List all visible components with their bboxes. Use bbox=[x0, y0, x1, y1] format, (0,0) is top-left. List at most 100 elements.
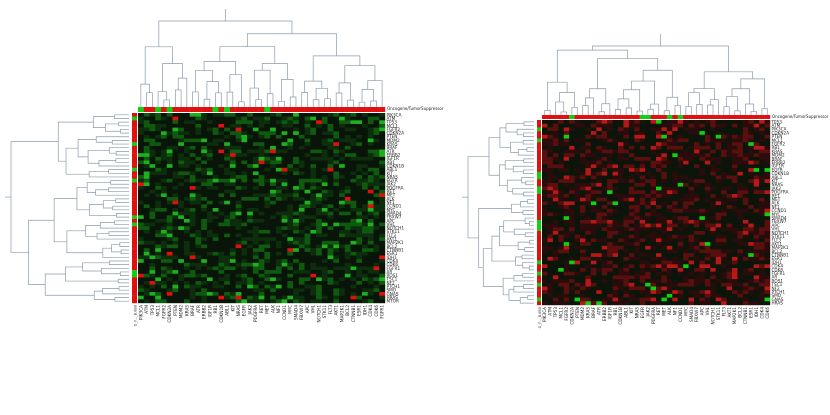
heatmap-cell bbox=[183, 266, 190, 271]
corner-label: O_F..._B.0B0 bbox=[538, 307, 542, 328]
heatmap-cell bbox=[764, 160, 771, 165]
heatmap-cell bbox=[339, 123, 345, 128]
heatmap-cell bbox=[726, 249, 733, 254]
heatmap-cell bbox=[350, 237, 357, 242]
heatmap-cell bbox=[258, 113, 265, 117]
heatmap-cell bbox=[258, 288, 265, 293]
heatmap-cell bbox=[264, 211, 271, 216]
heatmap-cell bbox=[275, 145, 282, 150]
heatmap-cell bbox=[645, 216, 651, 221]
heatmap-cell bbox=[666, 134, 673, 139]
heatmap-cell bbox=[195, 182, 202, 187]
heatmap-cell bbox=[753, 216, 760, 221]
heatmap-cell bbox=[590, 301, 597, 306]
heatmap-cell bbox=[628, 264, 635, 269]
heatmap-cell bbox=[563, 127, 570, 132]
heatmap-cell bbox=[656, 275, 662, 280]
dendrogram-branch bbox=[731, 88, 750, 105]
heatmap-cell bbox=[189, 197, 196, 201]
heatmap-cell bbox=[683, 186, 689, 191]
heatmap-cell bbox=[585, 182, 592, 187]
heatmap-cell bbox=[252, 142, 259, 147]
heatmap-cell bbox=[212, 156, 219, 161]
heatmap-cell bbox=[287, 167, 294, 172]
heatmap-cell bbox=[677, 120, 684, 124]
heatmap-cell bbox=[350, 145, 357, 150]
heatmap-cell bbox=[160, 204, 167, 209]
heatmap-cell bbox=[310, 222, 317, 227]
heatmap-cell bbox=[677, 271, 684, 276]
heatmap-cell bbox=[333, 182, 340, 187]
heatmap-cell bbox=[241, 134, 248, 139]
column-label: CDKN1B bbox=[618, 307, 623, 325]
heatmap-cell bbox=[310, 211, 317, 216]
heatmap-cell bbox=[206, 262, 213, 267]
heatmap-cell bbox=[732, 245, 738, 250]
heatmap-cell bbox=[149, 233, 156, 238]
heatmap-cell bbox=[172, 123, 179, 128]
heatmap-cell bbox=[558, 227, 564, 232]
heatmap-cell bbox=[683, 123, 689, 128]
heatmap-cell bbox=[607, 275, 613, 280]
heatmap-cell bbox=[612, 131, 619, 135]
heatmap-cell bbox=[574, 238, 581, 243]
heatmap-cell bbox=[666, 120, 673, 124]
column-label: AKT1 bbox=[334, 305, 339, 316]
heatmap-cell bbox=[281, 204, 288, 209]
heatmap-cell bbox=[661, 160, 668, 165]
heatmap-cell bbox=[321, 229, 328, 234]
heatmap-cell bbox=[612, 216, 619, 221]
heatmap-cell bbox=[247, 251, 254, 256]
heatmap-cell bbox=[748, 249, 754, 254]
heatmap-cell bbox=[379, 113, 386, 117]
heatmap-cell bbox=[155, 273, 162, 278]
heatmap-cell bbox=[138, 142, 144, 147]
dendrogram-branch bbox=[312, 55, 361, 82]
heatmap-cell bbox=[726, 282, 733, 287]
heatmap-cell bbox=[710, 175, 716, 180]
heatmap-cell bbox=[298, 277, 305, 282]
heatmap-cell bbox=[590, 138, 597, 143]
heatmap-cell bbox=[601, 231, 608, 235]
heatmap-cell bbox=[327, 237, 334, 242]
heatmap-cell bbox=[585, 249, 592, 254]
heatmap-cell bbox=[212, 259, 219, 263]
heatmap-cell bbox=[206, 273, 213, 278]
heatmap-cell bbox=[574, 123, 581, 128]
heatmap-cell bbox=[138, 160, 144, 165]
heatmap-cell bbox=[585, 256, 592, 261]
heatmap-cell bbox=[235, 218, 242, 223]
heatmap-cell bbox=[264, 127, 271, 132]
heatmap-cell bbox=[224, 248, 231, 253]
heatmap-cell bbox=[732, 134, 738, 139]
heatmap-cell bbox=[699, 164, 706, 169]
heatmap-cell bbox=[270, 204, 277, 209]
heatmap-cell bbox=[195, 288, 202, 293]
heatmap-cell bbox=[759, 279, 765, 283]
heatmap-cell bbox=[264, 270, 271, 274]
heatmap-cell bbox=[172, 182, 179, 187]
heatmap-cell bbox=[753, 194, 760, 198]
heatmap-cell bbox=[166, 233, 173, 238]
heatmap-cell bbox=[672, 282, 678, 287]
heatmap-cell bbox=[699, 186, 706, 191]
heatmap-cell bbox=[201, 193, 208, 198]
heatmap-cell bbox=[183, 156, 190, 161]
heatmap-cell bbox=[607, 268, 613, 272]
heatmap-cell bbox=[715, 160, 722, 165]
heatmap-cell bbox=[206, 145, 213, 150]
heatmap-cell bbox=[710, 201, 716, 206]
heatmap-cell bbox=[143, 255, 150, 260]
heatmap-cell bbox=[183, 123, 190, 128]
heatmap-cell bbox=[281, 123, 288, 128]
heatmap-cell bbox=[650, 205, 657, 209]
heatmap-cell bbox=[264, 186, 271, 190]
heatmap-cell bbox=[155, 295, 162, 300]
heatmap-cell bbox=[726, 160, 733, 165]
heatmap-cell bbox=[639, 249, 646, 254]
heatmap-cell bbox=[699, 134, 706, 139]
heatmap-cell bbox=[634, 168, 640, 172]
heatmap-cell bbox=[639, 275, 646, 280]
heatmap-cell bbox=[344, 262, 351, 267]
heatmap-cell bbox=[661, 216, 668, 221]
